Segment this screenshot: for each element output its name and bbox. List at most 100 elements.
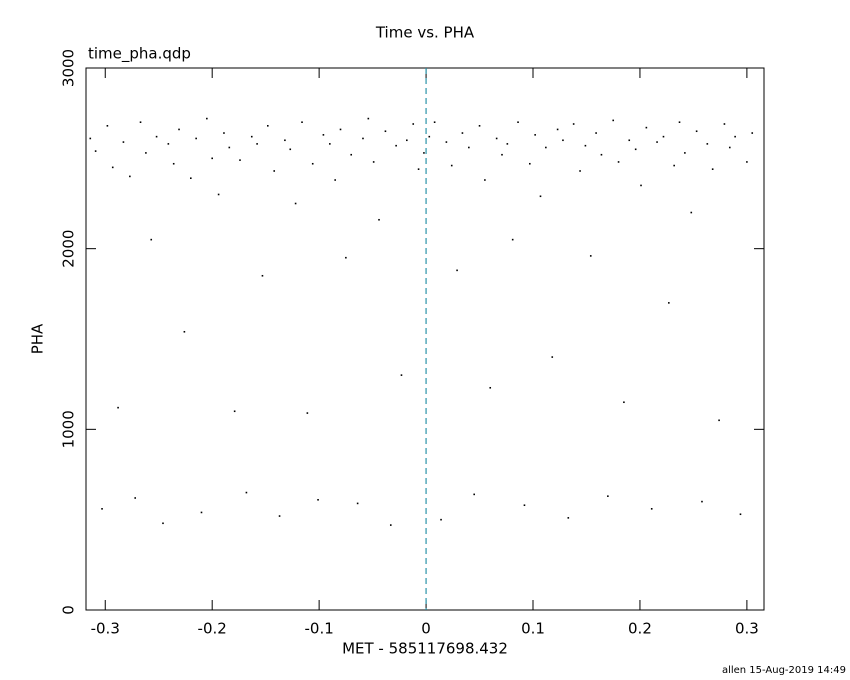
y-tick-label: 0	[60, 605, 78, 615]
point	[155, 135, 158, 138]
point	[206, 117, 208, 120]
point	[628, 139, 631, 142]
x-axis-label: MET - 585117698.432	[342, 640, 508, 658]
point	[239, 159, 241, 161]
y-axis-label: PHA	[29, 323, 47, 354]
point	[445, 141, 448, 143]
point	[334, 179, 336, 181]
point	[706, 143, 709, 145]
chart-title: Time vs. PHA	[375, 24, 475, 42]
point	[372, 161, 375, 163]
point	[690, 211, 693, 214]
point	[101, 508, 103, 510]
point	[506, 143, 509, 145]
plot-frame	[85, 67, 765, 611]
x-tick-label: -0.1	[304, 620, 333, 638]
point	[389, 524, 392, 526]
point	[517, 121, 519, 123]
point	[428, 135, 431, 138]
point	[501, 153, 503, 156]
point	[495, 137, 498, 140]
point	[400, 374, 403, 376]
point	[223, 132, 225, 134]
point	[539, 195, 542, 198]
point	[134, 497, 136, 499]
y-tick-label: 1000	[60, 410, 78, 448]
point	[751, 132, 754, 134]
point	[656, 141, 658, 143]
point	[339, 128, 342, 131]
point	[145, 152, 147, 154]
point	[723, 123, 726, 125]
point	[433, 121, 436, 123]
point	[322, 134, 325, 136]
point	[572, 123, 575, 125]
point	[172, 162, 175, 165]
point	[562, 139, 564, 142]
point	[129, 175, 131, 178]
point	[356, 502, 359, 505]
point	[551, 356, 554, 358]
x-tick-label: -0.2	[198, 620, 227, 638]
point	[478, 125, 481, 127]
point	[567, 517, 570, 519]
point	[200, 511, 203, 514]
point	[256, 143, 258, 145]
point	[289, 148, 292, 151]
point	[183, 330, 186, 333]
point	[266, 125, 269, 127]
x-tick-label: 0.2	[628, 620, 652, 638]
point	[640, 184, 642, 187]
point	[662, 135, 665, 138]
point	[595, 132, 597, 134]
point	[211, 157, 213, 160]
point	[668, 302, 670, 304]
point	[511, 238, 514, 241]
point	[746, 161, 748, 163]
point	[523, 504, 526, 507]
x-tick-label: -0.3	[91, 620, 120, 638]
point	[623, 401, 625, 404]
annotation: time_pha.qdp	[88, 45, 191, 64]
point	[150, 238, 153, 241]
point	[162, 522, 164, 525]
point	[261, 274, 264, 277]
point	[345, 256, 347, 259]
point	[728, 146, 731, 149]
point	[473, 493, 475, 496]
y-tick-label: 2000	[60, 230, 78, 268]
point	[579, 170, 581, 172]
point	[468, 146, 470, 149]
point	[645, 126, 648, 129]
point	[311, 162, 314, 165]
y-tick-label: 3000	[60, 49, 78, 87]
point	[534, 134, 536, 136]
point	[734, 135, 736, 138]
point	[739, 513, 742, 516]
point	[228, 146, 231, 149]
point	[217, 193, 220, 196]
point	[378, 218, 380, 221]
point	[701, 500, 703, 503]
point	[89, 137, 92, 140]
point	[317, 498, 319, 501]
point	[461, 132, 464, 134]
point	[450, 164, 453, 167]
point	[607, 495, 609, 497]
point	[412, 123, 415, 125]
point	[106, 125, 109, 127]
point	[139, 121, 142, 123]
point	[178, 128, 180, 131]
point	[195, 137, 197, 140]
point	[612, 119, 615, 122]
x-tick-label: 0.1	[521, 620, 545, 638]
point	[367, 117, 370, 120]
point	[556, 128, 559, 131]
point	[301, 121, 303, 123]
point	[684, 152, 686, 154]
point	[589, 255, 592, 257]
point	[673, 164, 675, 167]
point	[245, 491, 248, 494]
point	[440, 518, 442, 521]
point	[678, 121, 681, 123]
